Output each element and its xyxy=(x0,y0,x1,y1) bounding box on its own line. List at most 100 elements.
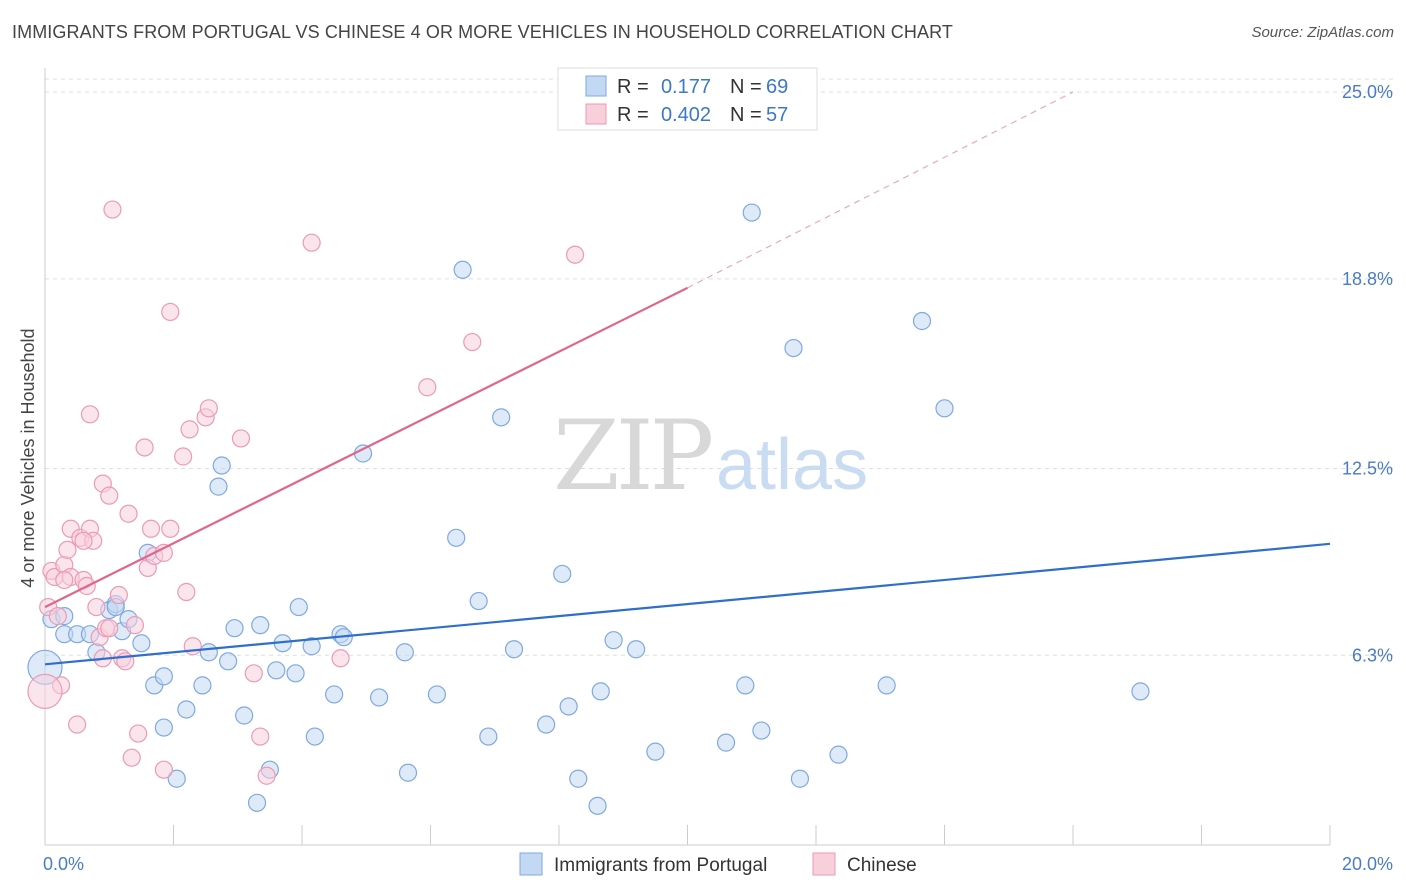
stats-legend-r-value-1: 0.402 xyxy=(661,104,711,126)
stats-legend-swatch-0 xyxy=(585,75,607,97)
portugal-point-17 xyxy=(193,676,212,695)
portugal-point-53 xyxy=(604,631,623,650)
series-legend-label-0: Immigrants from Portugal xyxy=(554,855,767,876)
portugal-point-42 xyxy=(453,260,472,279)
chinese-point-51 xyxy=(103,200,122,219)
portugal-point-41 xyxy=(447,528,466,547)
portugal-point-14 xyxy=(154,718,173,737)
portugal-point-43 xyxy=(469,591,488,611)
portugal-trend-line xyxy=(44,542,1331,666)
portugal-point-45 xyxy=(492,408,511,427)
portugal-point-58 xyxy=(742,203,761,222)
portugal-point-24 xyxy=(247,793,267,812)
portugal-point-37 xyxy=(370,688,389,707)
chinese-point-53 xyxy=(161,519,180,538)
portugal-point-15 xyxy=(167,769,186,788)
chinese-point-46 xyxy=(302,233,321,252)
series-legend: Immigrants from Portugal Chinese xyxy=(519,852,917,876)
chinese-point-44 xyxy=(251,727,270,746)
y-axis-label: 4 or more Vehicles in Household xyxy=(18,328,38,587)
chinese-point-9 xyxy=(68,715,87,734)
portugal-point-66 xyxy=(1131,682,1150,701)
chinese-point-29 xyxy=(135,438,154,457)
chinese-point-27 xyxy=(125,616,145,635)
chinese-point-36 xyxy=(174,447,193,466)
chinese-point-43 xyxy=(244,664,263,683)
stats-legend-r-label-0: R = xyxy=(617,76,649,98)
chinese-point-42 xyxy=(231,429,251,448)
portugal-point-18 xyxy=(199,643,218,662)
stats-legend-n-value-0: 69 xyxy=(766,76,788,98)
portugal-point-59 xyxy=(752,721,771,740)
portugal-point-62 xyxy=(829,745,848,764)
stats-legend-n-label-1: N = xyxy=(730,104,762,126)
stats-legend: R = 0.177 N = 69 R = 0.402 N = 57 xyxy=(557,67,818,131)
x-tick-label-1: 20.0% xyxy=(1342,854,1393,874)
chinese-point-22 xyxy=(109,585,128,605)
watermark: ZIP atlas xyxy=(553,400,868,512)
y-tick-labels: 6.3% 12.5% 18.8% 25.0% xyxy=(1342,82,1393,665)
portugal-point-47 xyxy=(537,715,556,734)
chinese-point-56 xyxy=(74,531,93,550)
portugal-point-38 xyxy=(395,643,414,662)
chinese-trend-line xyxy=(44,286,688,609)
chinese-point-21 xyxy=(100,486,119,505)
source-label: Source: ZipAtlas.com xyxy=(1251,24,1394,41)
chinese-point-50 xyxy=(565,245,585,264)
watermark-zip: ZIP xyxy=(553,400,712,512)
portugal-point-40 xyxy=(427,685,447,704)
chinese-point-3 xyxy=(48,607,67,626)
chinese-point-25 xyxy=(119,504,138,523)
series-legend-swatch-0 xyxy=(519,852,543,876)
chinese-point-48 xyxy=(418,378,437,397)
chinese-point-49 xyxy=(463,332,482,352)
portugal-point-49 xyxy=(559,697,578,716)
portugal-point-33 xyxy=(325,685,344,704)
y-tick-label-3: 25.0% xyxy=(1342,82,1393,102)
portugal-point-32 xyxy=(305,727,324,746)
watermark-atlas: atlas xyxy=(716,425,868,505)
portugal-point-51 xyxy=(588,796,607,815)
chinese-point-34 xyxy=(154,760,173,779)
portugal-point-56 xyxy=(716,733,736,752)
stats-legend-swatch-1 xyxy=(585,103,607,125)
y-tick-label-2: 18.8% xyxy=(1342,269,1393,289)
x-axis-ticks xyxy=(44,825,1331,845)
portugal-point-65 xyxy=(935,399,954,418)
portugal-point-19 xyxy=(209,477,228,496)
portugal-point-29 xyxy=(286,664,305,683)
chinese-point-55 xyxy=(100,619,119,638)
chinese-point-52 xyxy=(27,673,63,710)
chinese-point-16 xyxy=(87,597,106,617)
stats-legend-r-label-1: R = xyxy=(617,104,649,126)
stats-legend-r-value-0: 0.177 xyxy=(661,76,711,98)
portugal-point-64 xyxy=(912,311,932,331)
portugal-point-61 xyxy=(790,769,810,788)
data-points xyxy=(27,200,1150,815)
stats-legend-n-label-0: N = xyxy=(730,76,762,98)
portugal-point-55 xyxy=(646,742,665,761)
chinese-point-28 xyxy=(129,724,148,743)
chinese-point-45 xyxy=(257,766,276,785)
gridlines xyxy=(45,78,1395,656)
chinese-point-38 xyxy=(183,637,202,656)
portugal-point-63 xyxy=(877,676,896,695)
portugal-point-39 xyxy=(398,763,418,782)
chinese-point-37 xyxy=(177,582,196,602)
series-legend-label-1: Chinese xyxy=(847,855,917,876)
y-tick-label-0: 6.3% xyxy=(1352,645,1393,665)
chinese-point-54 xyxy=(55,570,74,590)
chinese-point-40 xyxy=(199,399,218,418)
portugal-point-10 xyxy=(132,634,151,653)
chinese-point-35 xyxy=(161,302,180,322)
chinese-point-26 xyxy=(122,748,141,767)
stats-legend-n-value-1: 57 xyxy=(766,104,788,126)
portugal-point-16 xyxy=(177,700,196,719)
portugal-point-21 xyxy=(219,652,238,671)
portugal-point-60 xyxy=(784,338,803,358)
portugal-point-46 xyxy=(504,640,524,659)
portugal-point-30 xyxy=(289,597,308,617)
chinese-point-31 xyxy=(141,519,161,538)
chinese-point-14 xyxy=(80,405,100,424)
chart-title: IMMIGRANTS FROM PORTUGAL VS CHINESE 4 OR… xyxy=(12,22,953,42)
